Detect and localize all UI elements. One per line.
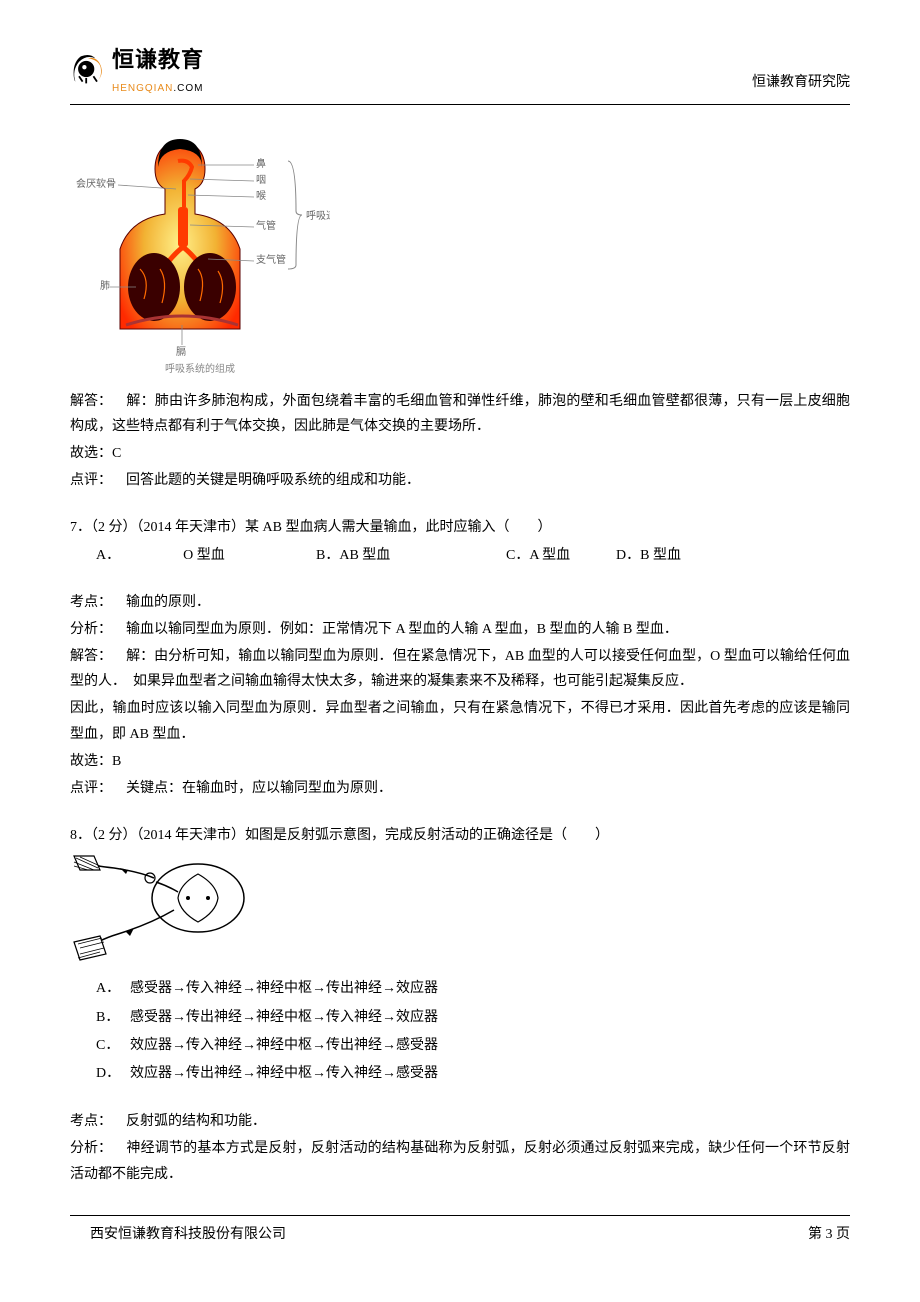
q7-kaodian-text: 输血的原则． xyxy=(126,595,210,610)
q7-options: A． O 型血 B．AB 型血 C．A 型血 D．B 型血 xyxy=(70,543,850,568)
logo-sub-right: .COM xyxy=(173,83,203,94)
q8-kaodian: 考点： 反射弧的结构和功能． xyxy=(70,1109,850,1134)
q8-opt-a: A．感受器→传入神经→神经中枢→传出神经→效应器 xyxy=(96,976,850,1001)
figure1-caption: 呼吸系统的组成 xyxy=(70,361,330,379)
q7-jieda2: 因此，输血时应该以输入同型血为原则．异血型者之间输血，只有在紧急情况下，不得已才… xyxy=(70,696,850,746)
svg-text:鼻: 鼻 xyxy=(256,157,266,170)
q6-comment-text: 回答此题的关键是明确呼吸系统的组成和功能． xyxy=(126,473,420,488)
page-header: 恒谦教育 HENGQIAN.COM 恒谦教育研究院 xyxy=(70,40,850,98)
q7-dianping-text: 关键点：在输血时，应以输同型血为原则． xyxy=(126,781,392,796)
q8-fenxi: 分析： 神经调节的基本方式是反射，反射活动的结构基础称为反射弧，反射必须通过反射… xyxy=(70,1136,850,1186)
logo-sub-left: HENGQIAN xyxy=(112,83,173,94)
q7-opt-d: D．B 型血 xyxy=(616,543,726,568)
q8-opt-c: C．效应器→传入神经→神经中枢→传出神经→感受器 xyxy=(96,1033,850,1058)
respiratory-svg-wrap: 会厌软骨 肺 鼻 咽 喉 气管 支气管 呼吸道 膈 xyxy=(70,129,330,359)
q8-opt-b: B．感受器→传出神经→神经中枢→传入神经→效应器 xyxy=(96,1005,850,1030)
opt-letter: D． xyxy=(96,1061,130,1086)
q6-choice: 故选：C xyxy=(70,441,850,466)
svg-text:气管: 气管 xyxy=(256,219,276,232)
q7-opt-d-text: B 型血 xyxy=(640,548,681,563)
q6-answer: 解答： 解：肺由许多肺泡构成，外面包绕着丰富的毛细血管和弹性纤维，肺泡的壁和毛细… xyxy=(70,389,850,439)
q8-opt-d-text: 效应器→传出神经→神经中枢→传入神经→感受器 xyxy=(130,1061,438,1086)
footer-page: 第 3 页 xyxy=(808,1222,850,1247)
svg-text:会厌软骨: 会厌软骨 xyxy=(76,177,116,190)
logo-block: 恒谦教育 HENGQIAN.COM xyxy=(70,40,204,98)
footer-company: 西安恒谦教育科技股份有限公司 xyxy=(70,1222,286,1247)
header-institute: 恒谦教育研究院 xyxy=(752,70,850,97)
respiratory-figure: 会厌软骨 肺 鼻 咽 喉 气管 支气管 呼吸道 膈 呼吸系统的组成 xyxy=(70,129,850,379)
svg-text:支气管: 支气管 xyxy=(256,253,286,266)
dianping-label: 点评： xyxy=(70,776,112,801)
footer-divider xyxy=(70,1215,850,1216)
q8-opt-a-text: 感受器→传入神经→神经中枢→传出神经→效应器 xyxy=(130,976,438,1001)
q7-opt-b: B．AB 型血 xyxy=(316,543,506,568)
q7-stem: 7．（2 分）（2014 年天津市）某 AB 型血病人需大量输血，此时应输入（ … xyxy=(70,515,850,540)
q8-kaodian-text: 反射弧的结构和功能． xyxy=(126,1114,266,1129)
svg-text:肺: 肺 xyxy=(100,280,110,292)
q7-choice: 故选：B xyxy=(70,749,850,774)
opt-letter: B． xyxy=(96,1005,130,1030)
jieda-label: 解答： xyxy=(70,644,112,669)
q8-opt-d: D．效应器→传出神经→神经中枢→传入神经→感受器 xyxy=(96,1061,850,1086)
svg-text:喉: 喉 xyxy=(256,190,266,202)
q7-fenxi: 分析： 输血以输同型血为原则．例如：正常情况下 A 型血的人输 A 型血，B 型… xyxy=(70,617,850,642)
q6-comment: 点评： 回答此题的关键是明确呼吸系统的组成和功能． xyxy=(70,468,850,493)
fenxi-label: 分析： xyxy=(70,1136,112,1161)
logo-title: 恒谦教育 xyxy=(112,40,204,80)
q7-opt-c: C．A 型血 xyxy=(506,543,616,568)
q6-answer-text: 解：肺由许多肺泡构成，外面包绕着丰富的毛细血管和弹性纤维，肺泡的壁和毛细血管壁都… xyxy=(70,394,850,434)
q8-fenxi-text: 神经调节的基本方式是反射，反射活动的结构基础称为反射弧，反射必须通过反射弧来完成… xyxy=(70,1141,850,1181)
q8-opt-c-text: 效应器→传入神经→神经中枢→传出神经→感受器 xyxy=(130,1033,438,1058)
q7-fenxi-text: 输血以输同型血为原则．例如：正常情况下 A 型血的人输 A 型血，B 型血的人输… xyxy=(126,622,678,637)
q7-jieda: 解答： 解：由分析可知，输血以输同型血为原则．但在紧急情况下，AB 血型的人可以… xyxy=(70,644,850,694)
q8-stem: 8．（2 分）（2014 年天津市）如图是反射弧示意图，完成反射活动的正确途径是… xyxy=(70,823,850,848)
fenxi-label: 分析： xyxy=(70,617,112,642)
q7-opt-a: A． O 型血 xyxy=(96,543,316,568)
q7-dianping: 点评： 关键点：在输血时，应以输同型血为原则． xyxy=(70,776,850,801)
header-divider xyxy=(70,104,850,105)
kaodian-label: 考点： xyxy=(70,590,112,615)
comment-label: 点评： xyxy=(70,468,112,493)
logo-subtitle: HENGQIAN.COM xyxy=(112,80,204,98)
q7-opt-a-text: O 型血 xyxy=(183,548,225,563)
q7-kaodian: 考点： 输血的原则． xyxy=(70,590,850,615)
svg-text:膈: 膈 xyxy=(176,346,186,358)
q7-jieda-text: 解：由分析可知，输血以输同型血为原则．但在紧急情况下，AB 血型的人可以接受任何… xyxy=(70,649,850,689)
kaodian-label: 考点： xyxy=(70,1109,112,1134)
svg-text:咽: 咽 xyxy=(256,174,266,186)
logo-text: 恒谦教育 HENGQIAN.COM xyxy=(112,40,204,98)
opt-letter: A． xyxy=(96,976,130,1001)
q7-opt-c-text: A 型血 xyxy=(529,548,570,563)
q8-options: A．感受器→传入神经→神经中枢→传出神经→效应器 B．感受器→传出神经→神经中枢… xyxy=(70,976,850,1086)
q8-opt-b-text: 感受器→传出神经→神经中枢→传入神经→效应器 xyxy=(130,1005,438,1030)
logo-icon xyxy=(70,51,106,87)
opt-letter: C． xyxy=(96,1033,130,1058)
reflex-arc-figure xyxy=(70,854,260,964)
q7-opt-b-text: AB 型血 xyxy=(339,548,390,563)
svg-text:呼吸道: 呼吸道 xyxy=(306,209,330,222)
page-footer: 西安恒谦教育科技股份有限公司 第 3 页 xyxy=(70,1222,850,1247)
answer-label: 解答： xyxy=(70,389,112,414)
